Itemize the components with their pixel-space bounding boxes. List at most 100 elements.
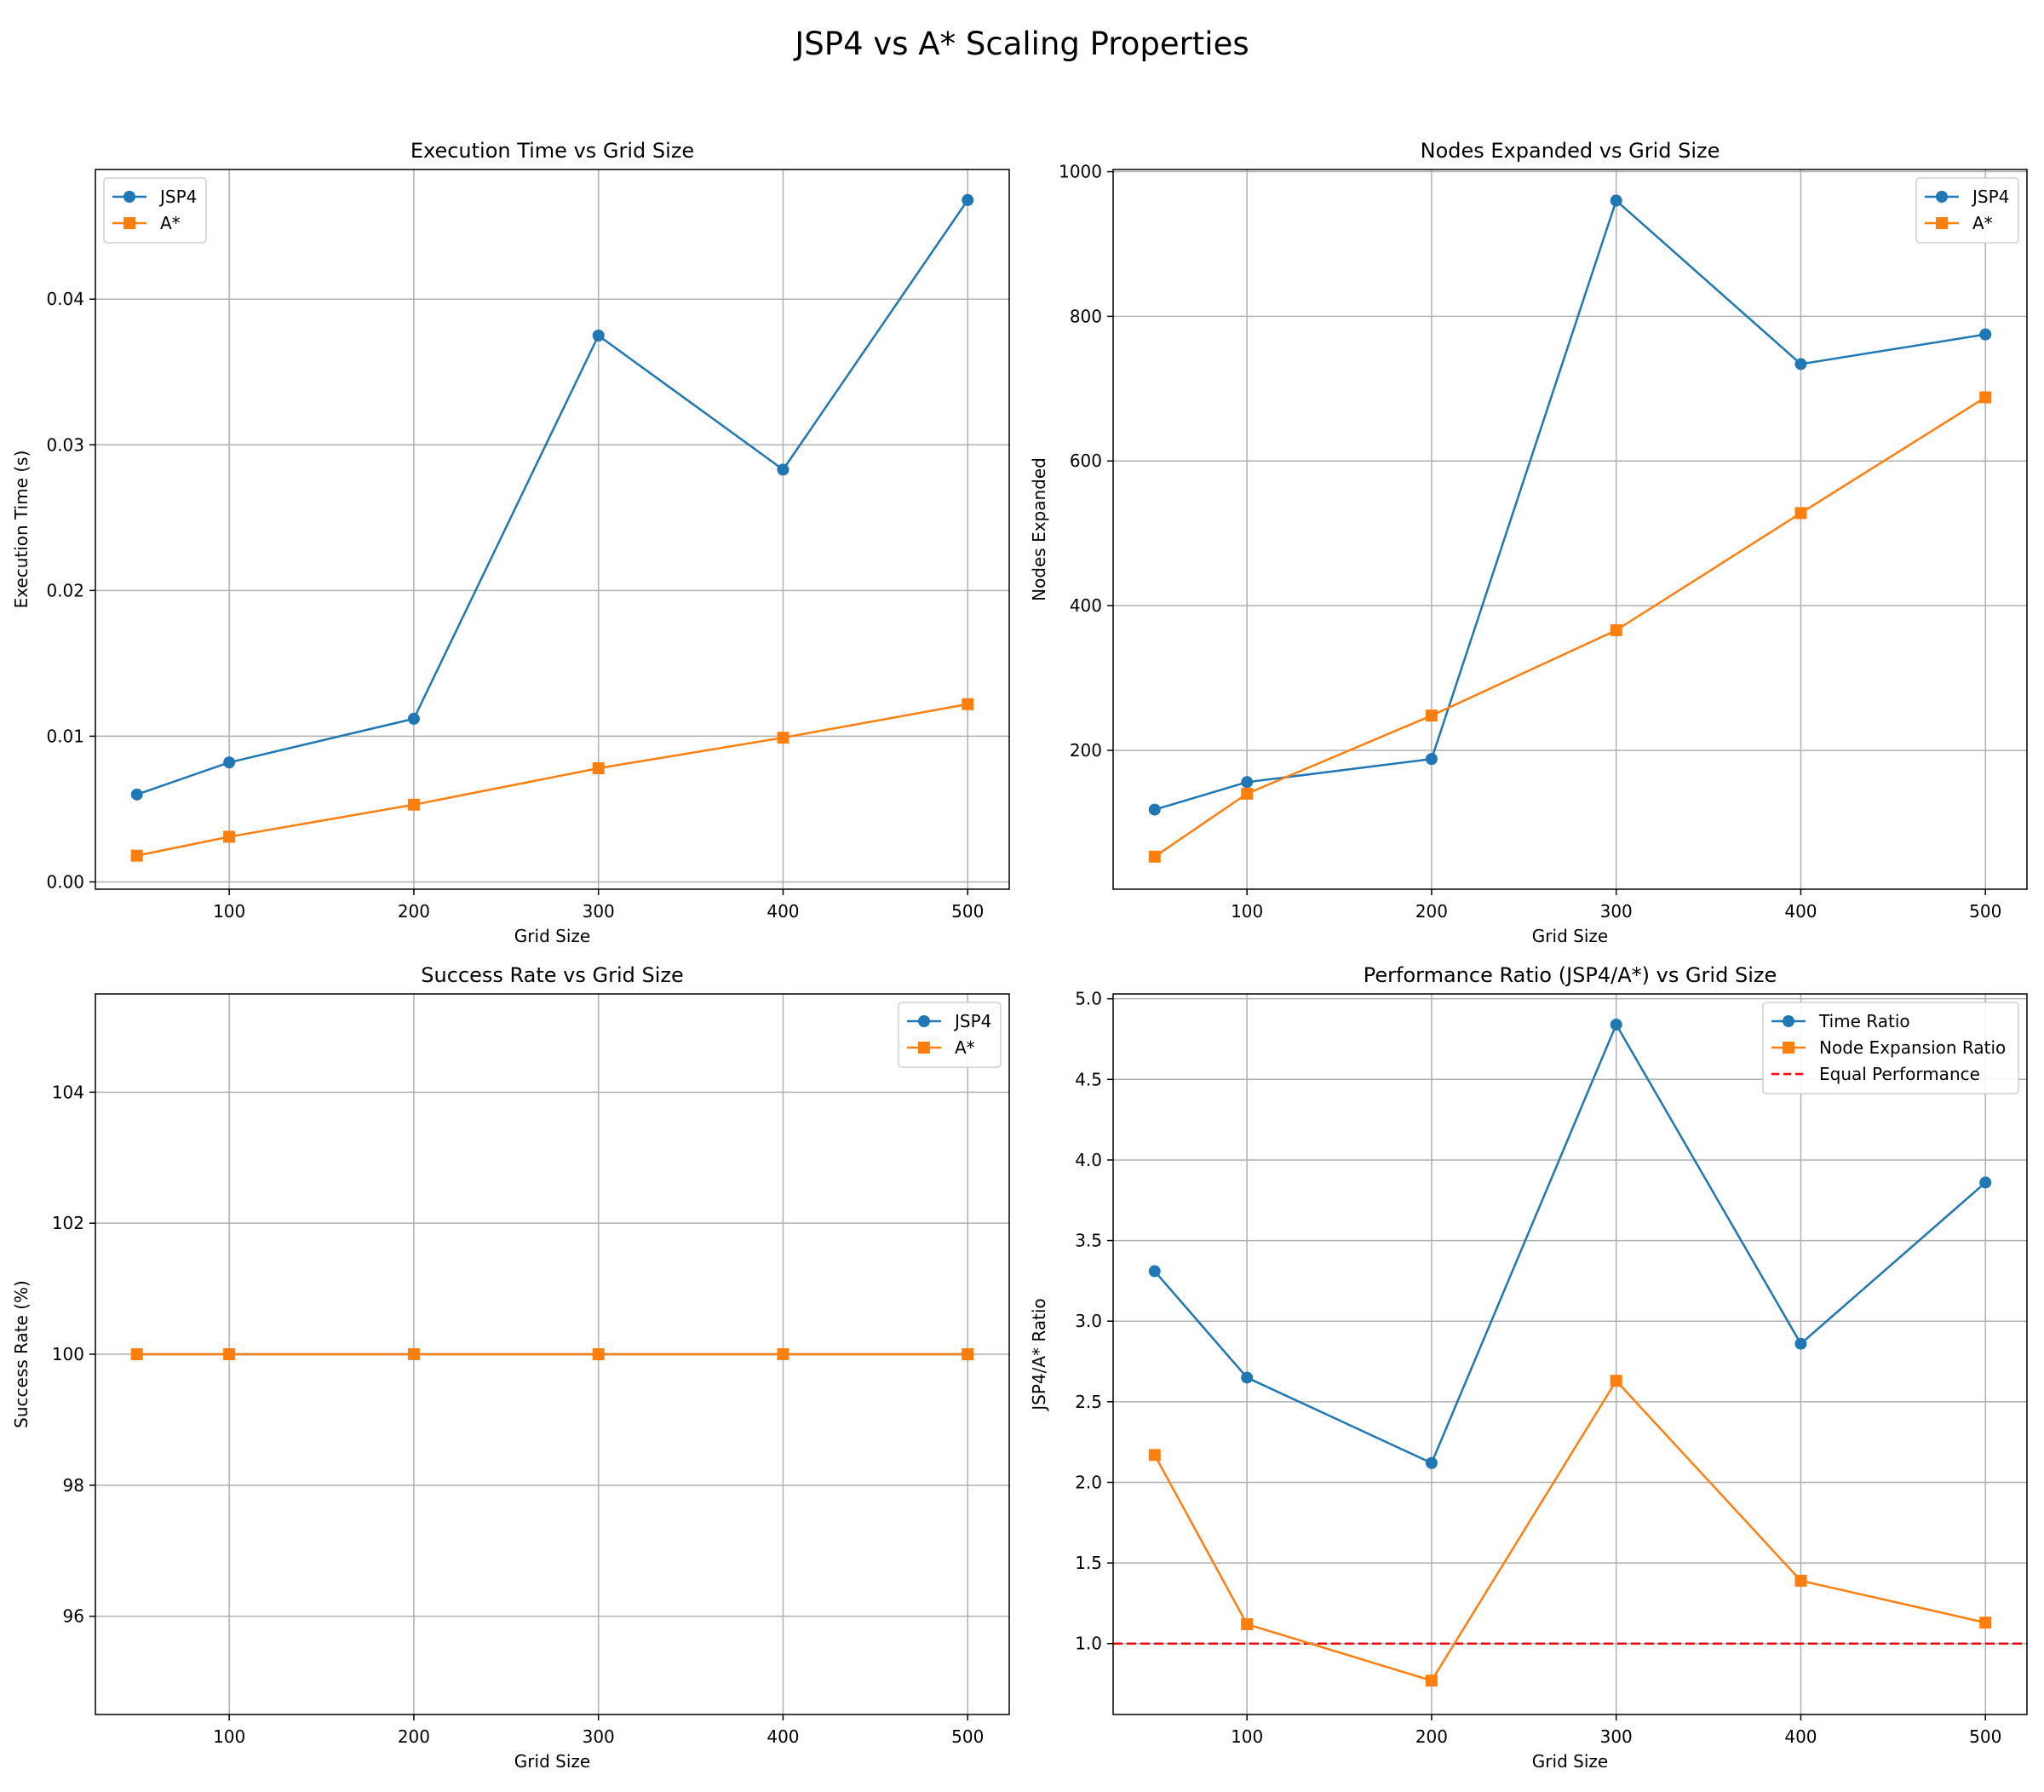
- data-point: [777, 1348, 789, 1360]
- data-point: [1425, 709, 1438, 722]
- data-point: [1794, 507, 1807, 520]
- series-line-1: [1153, 1379, 1986, 1682]
- data-point: [962, 1348, 974, 1360]
- chart-panel-3: 100 200 300 400 500 96 98 100 102 104 Success Rate…: [11, 963, 1010, 1772]
- y-tick-label: 4.5: [1075, 1069, 1102, 1089]
- y-tick-label: 3.0: [1075, 1311, 1102, 1331]
- chart-title: Success Rate vs Grid Size: [421, 963, 684, 987]
- series-line-0: [1153, 1023, 1987, 1465]
- legend: Time Ratio Node Expansion Ratio Equal Perf…: [1762, 1002, 2019, 1094]
- chart-title: Nodes Expanded vs Grid Size: [1421, 139, 1720, 163]
- data-point: [1148, 850, 1161, 863]
- data-point: [130, 1348, 143, 1360]
- data-point: [1425, 1674, 1438, 1687]
- x-tick-label: 200: [398, 901, 430, 922]
- axes-frame: [95, 169, 1010, 890]
- data-point: [1610, 1018, 1622, 1031]
- data-point: [407, 798, 420, 811]
- y-tick-label: 0.01: [46, 726, 84, 746]
- data-point: [1148, 1265, 1161, 1278]
- legend-label: A*: [160, 213, 181, 233]
- x-tick-label: 100: [1231, 901, 1263, 922]
- x-tick-label: 300: [583, 1726, 615, 1747]
- legend-marker: [1936, 191, 1948, 203]
- data-point: [407, 712, 420, 725]
- data-point: [1148, 1449, 1161, 1462]
- chart-title: Execution Time vs Grid Size: [411, 139, 694, 163]
- x-tick-label: 400: [1784, 1726, 1817, 1747]
- legend-marker: [1783, 1042, 1794, 1054]
- data-point: [1794, 1574, 1807, 1587]
- data-point: [1610, 194, 1622, 207]
- data-point: [777, 732, 789, 744]
- y-tick-label: 102: [52, 1213, 84, 1233]
- x-tick-label: 400: [1784, 901, 1817, 922]
- legend-marker: [918, 1015, 930, 1027]
- y-tick-label: 104: [52, 1082, 84, 1102]
- axes-frame: [1112, 993, 2028, 1715]
- x-tick-label: 100: [213, 901, 245, 922]
- x-axis-label: Grid Size: [514, 926, 590, 946]
- data-point: [1794, 1337, 1807, 1350]
- data-point: [1979, 328, 1992, 341]
- legend-label: Time Ratio: [1818, 1011, 1910, 1031]
- data-point: [592, 1348, 605, 1360]
- legend: JSP4 A*: [1915, 177, 2019, 244]
- x-tick-label: 500: [1969, 1726, 2001, 1747]
- data-point: [1241, 787, 1254, 800]
- x-tick-label: 500: [951, 1726, 984, 1747]
- y-axis-label: Execution Time (s): [11, 451, 32, 609]
- y-tick-label: 1.0: [1075, 1634, 1102, 1654]
- y-tick-label: 4.0: [1075, 1150, 1102, 1170]
- y-axis-label: JSP4/A* Ratio: [1029, 1298, 1049, 1412]
- legend-label: JSP4: [1971, 187, 2009, 207]
- x-tick-label: 200: [398, 1726, 430, 1747]
- y-tick-label: 98: [63, 1475, 84, 1496]
- y-tick-label: 5.0: [1075, 989, 1102, 1009]
- y-tick-label: 1.5: [1075, 1553, 1102, 1573]
- chart-panel-2: 100 200 300 400 500 200 400 600 800 1000 Nodes Exp…: [1029, 139, 2028, 946]
- series-line-1: [136, 703, 968, 857]
- x-tick-label: 300: [1600, 901, 1633, 922]
- x-tick-label: 500: [951, 901, 984, 922]
- data-point: [130, 788, 143, 801]
- data-point: [223, 756, 236, 769]
- data-point: [223, 1348, 236, 1360]
- x-tick-label: 500: [1969, 901, 2001, 922]
- axes-frame: [1112, 169, 2028, 890]
- y-tick-label: 100: [52, 1344, 84, 1364]
- data-point: [1148, 803, 1161, 816]
- y-tick-label: 0.04: [46, 289, 84, 309]
- legend: JSP4 A*: [898, 1002, 1002, 1068]
- legend-label: A*: [1972, 213, 1993, 233]
- data-point: [1425, 1456, 1438, 1469]
- y-tick-label: 600: [1070, 451, 1102, 471]
- data-point: [592, 330, 605, 342]
- y-axis-label: Success Rate (%): [11, 1280, 32, 1428]
- legend-label: JSP4: [953, 1011, 991, 1031]
- x-tick-label: 100: [1231, 1726, 1263, 1747]
- x-axis-label: Grid Size: [1532, 1751, 1608, 1772]
- y-tick-label: 3.5: [1075, 1231, 1102, 1251]
- axes-frame: [95, 993, 1010, 1715]
- y-tick-label: 0.00: [46, 871, 84, 892]
- x-axis-label: Grid Size: [514, 1751, 590, 1772]
- data-point: [962, 698, 974, 710]
- x-tick-label: 400: [766, 901, 799, 922]
- legend-marker: [1936, 217, 1948, 229]
- data-point: [1979, 1617, 1992, 1629]
- series-line-0: [136, 199, 969, 795]
- data-point: [962, 193, 974, 206]
- chart-title: Performance Ratio (JSP4/A*) vs Grid Size: [1364, 963, 1777, 987]
- data-point: [1241, 1618, 1254, 1631]
- y-tick-label: 0.03: [46, 434, 84, 455]
- series-line-1: [1154, 396, 1986, 858]
- legend-box: [1762, 1002, 2019, 1094]
- y-tick-label: 200: [1070, 740, 1102, 761]
- data-point: [1425, 753, 1438, 766]
- chart-panel-4: 100 200 300 400 500 1.0 1.5 2.0 2.5 3.0 3.5 4.0 4.5 5…: [1029, 963, 2028, 1772]
- y-tick-label: 2.5: [1075, 1392, 1102, 1412]
- y-axis-label: Nodes Expanded: [1029, 457, 1049, 601]
- legend-label: A*: [955, 1037, 975, 1058]
